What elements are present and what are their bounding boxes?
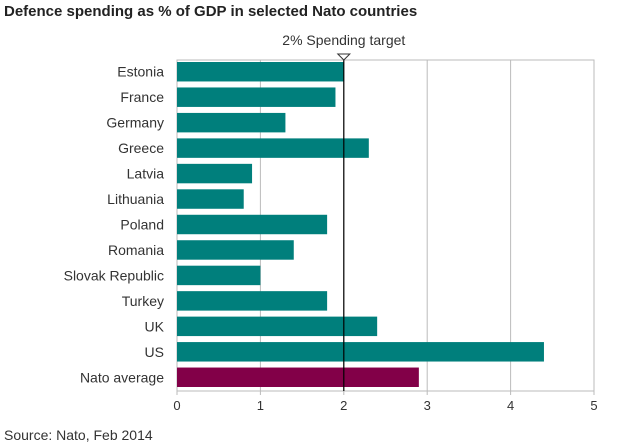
bar	[177, 138, 369, 158]
category-label: Germany	[106, 115, 164, 131]
bar	[177, 214, 328, 235]
category-label: Latvia	[127, 166, 165, 182]
category-label: Estonia	[117, 64, 164, 80]
source-note: Source: Nato, Feb 2014	[4, 427, 153, 443]
category-label: Poland	[120, 217, 164, 233]
category-label: Slovak Republic	[64, 267, 164, 283]
category-label: Lithuania	[107, 191, 164, 207]
bar	[177, 112, 286, 133]
x-tick-label: 4	[507, 398, 514, 413]
category-label: Nato average	[80, 369, 164, 385]
x-tick-label: 1	[257, 398, 264, 413]
category-labels: Estonia France Germany Greece Latvia Lithuani…	[64, 64, 165, 386]
bar	[177, 265, 261, 286]
bar	[177, 367, 419, 387]
category-label: Turkey	[122, 293, 164, 309]
category-label: Romania	[108, 242, 164, 258]
bars	[177, 62, 544, 387]
bar	[177, 316, 378, 337]
category-label: France	[120, 89, 164, 105]
x-tick-label: 2	[340, 398, 347, 413]
target-label: 2% Spending target	[282, 32, 405, 48]
bar	[177, 87, 336, 107]
bar	[177, 240, 294, 260]
bar	[177, 291, 328, 311]
bar	[177, 342, 544, 362]
x-tick-label: 3	[424, 398, 431, 413]
bar	[177, 62, 344, 82]
x-tick-label: 0	[173, 398, 180, 413]
bar	[177, 163, 253, 184]
category-label: UK	[145, 318, 165, 334]
x-tick-label: 5	[590, 398, 597, 413]
category-label: Greece	[118, 140, 164, 156]
category-label: US	[145, 344, 164, 360]
bar	[177, 189, 244, 209]
target-marker-icon	[336, 53, 352, 61]
chart-title: Defence spending as % of GDP in selected…	[4, 3, 417, 20]
target-line-group: 2% Spending target	[282, 32, 405, 391]
x-tick-labels: 0 1 2 3 4 5	[173, 398, 597, 413]
